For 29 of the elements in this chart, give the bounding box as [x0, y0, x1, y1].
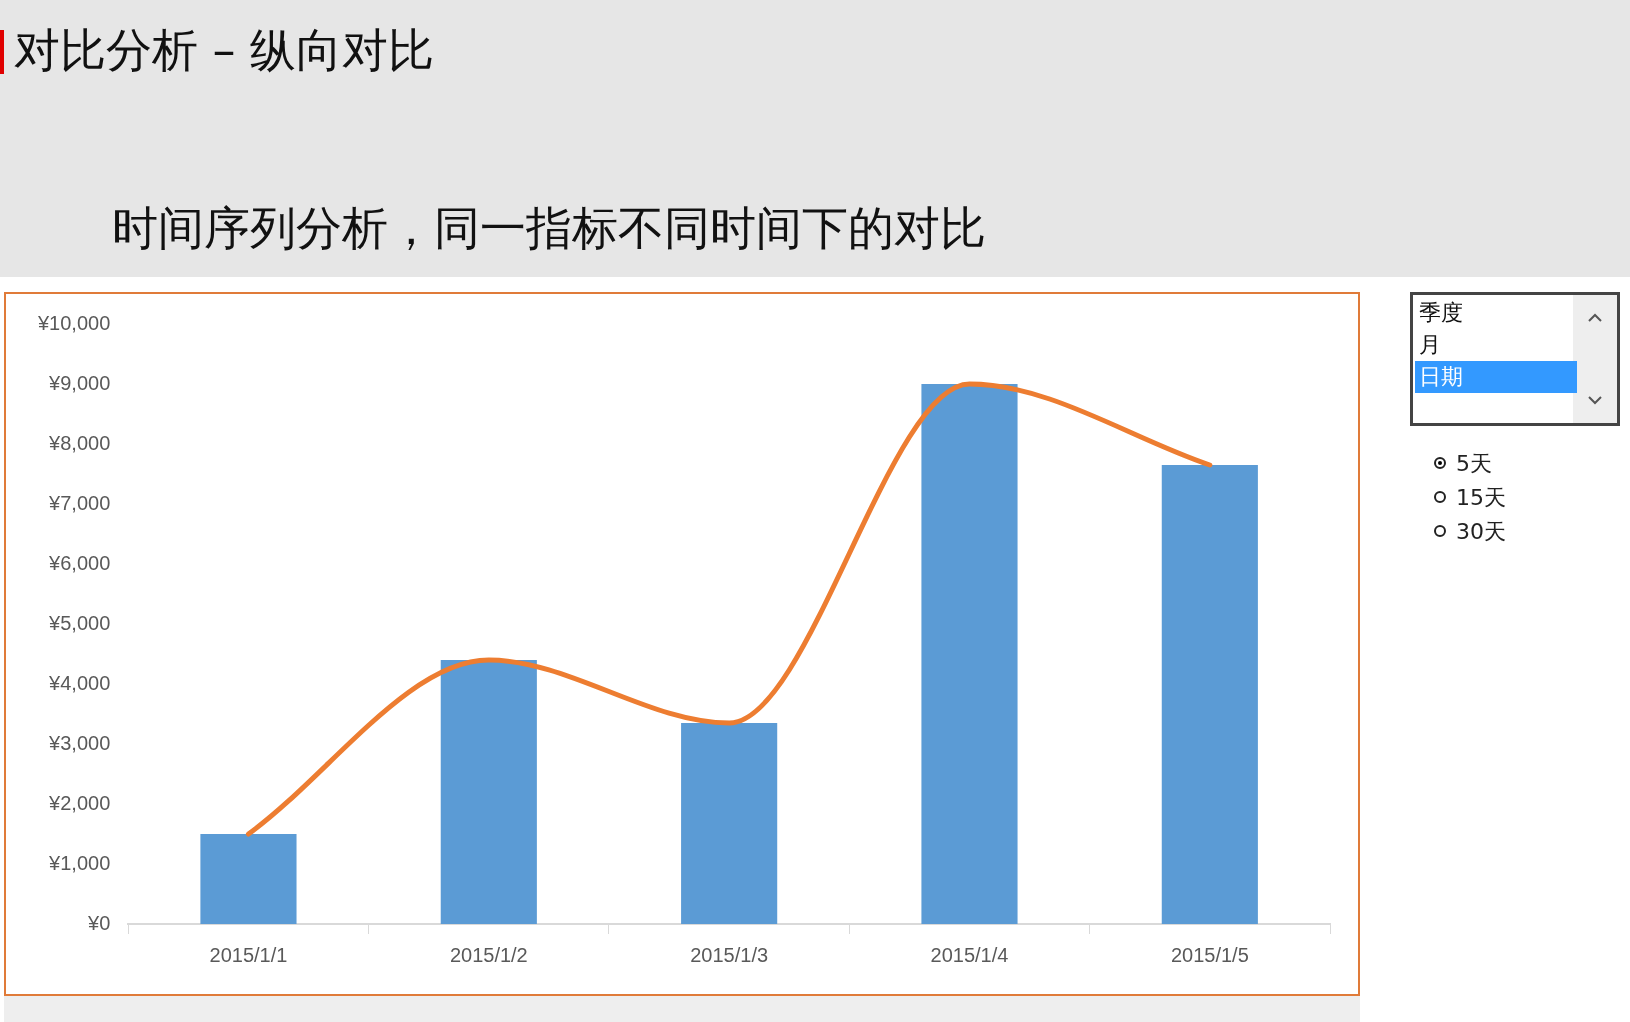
y-tick-label: ¥3,000 — [48, 731, 111, 754]
text: 月 — [1418, 331, 1442, 359]
bar — [200, 834, 297, 924]
x-tick-label: 2015/1/5 — [1170, 943, 1249, 966]
x-tick-label: 2015/1/3 — [690, 943, 769, 966]
text: 30天 — [1456, 519, 1506, 544]
text: 5天 — [1456, 451, 1492, 476]
y-tick-label: ¥2,000 — [48, 791, 111, 814]
y-tick-label: ¥10,000 — [37, 311, 111, 334]
y-tick-label: ¥8,000 — [48, 431, 111, 454]
bar — [1161, 465, 1258, 924]
y-tick-label: ¥1,000 — [48, 851, 111, 874]
x-tick-label: 2015/1/4 — [930, 943, 1009, 966]
text: 季度 — [1418, 299, 1464, 327]
x-tick-label: 2015/1/2 — [449, 943, 528, 966]
text: 15天 — [1456, 485, 1506, 510]
y-tick-label: ¥4,000 — [48, 671, 111, 694]
y-tick-label: ¥6,000 — [48, 551, 111, 574]
y-tick-label: ¥9,000 — [48, 371, 111, 394]
chart-subtitle: 时间序列分析，同一指标不同时间下的对比 — [112, 200, 986, 257]
y-tick-label: ¥0 — [87, 911, 111, 934]
x-tick-label: 2015/1/1 — [209, 943, 288, 966]
text: 日期 — [1415, 361, 1577, 393]
bar — [681, 723, 778, 924]
bar — [921, 384, 1018, 924]
y-tick-label: ¥7,000 — [48, 491, 111, 514]
bar — [440, 660, 537, 924]
chart-title: 对比分析 – 纵向对比 — [14, 22, 435, 79]
y-tick-label: ¥5,000 — [48, 611, 111, 634]
